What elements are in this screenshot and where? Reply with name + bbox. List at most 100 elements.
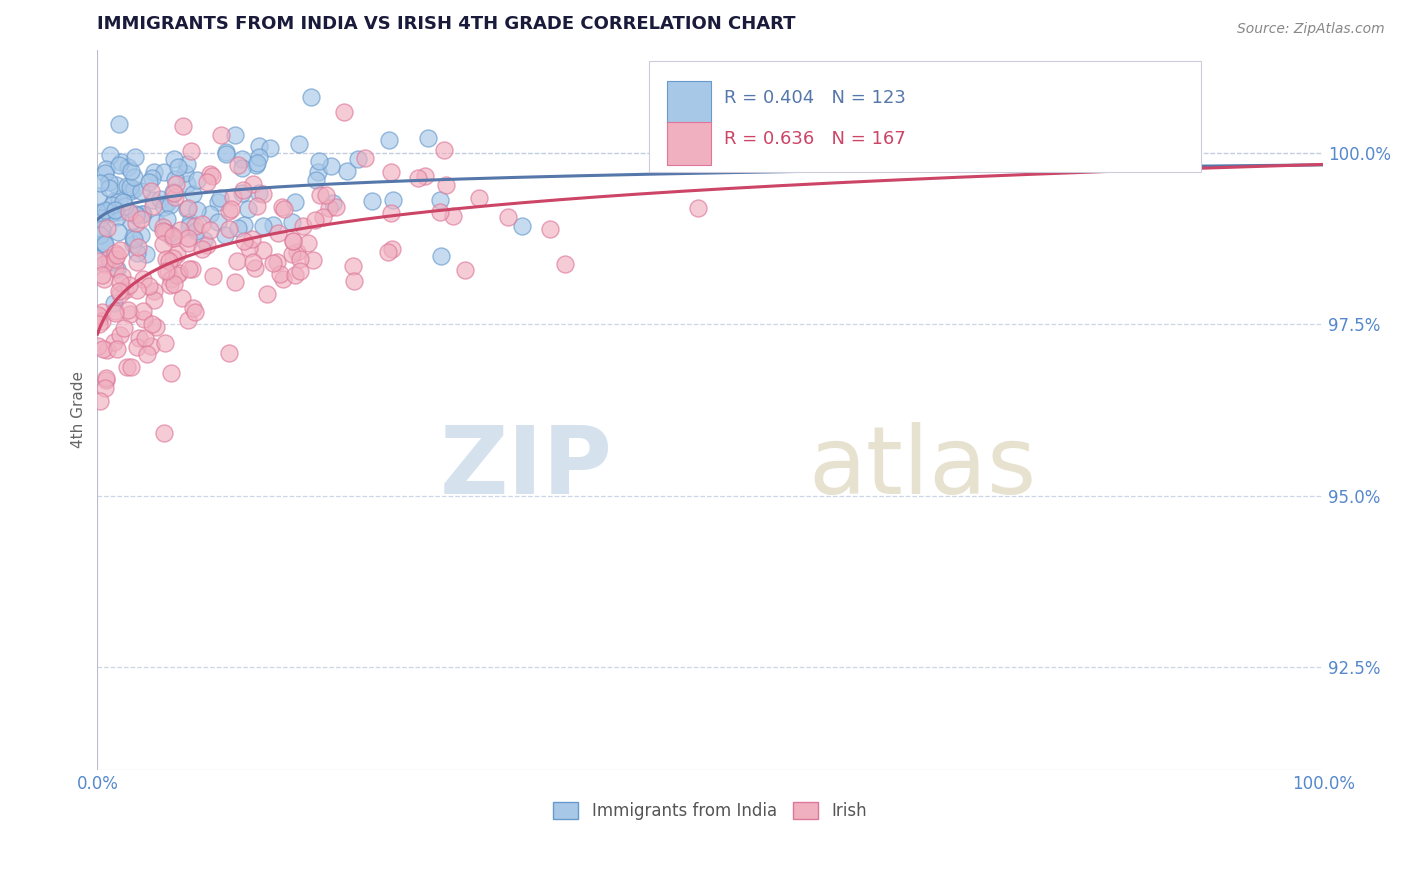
Point [184, 219, 207, 233]
Point [115, 179, 138, 194]
Point [256, 286, 278, 301]
Point [336, 164, 359, 178]
Point [273, 202, 295, 217]
Text: Source: ZipAtlas.com: Source: ZipAtlas.com [1237, 22, 1385, 37]
Point [346, 152, 368, 166]
Point [322, 195, 344, 210]
Point [163, 190, 186, 204]
Point [181, 186, 204, 201]
Point [225, 254, 247, 268]
Point [218, 203, 240, 218]
Point [141, 318, 163, 332]
Point [104, 260, 127, 275]
Point [159, 198, 181, 212]
Point [215, 145, 238, 160]
Point [271, 200, 294, 214]
Point [297, 236, 319, 251]
Point [247, 150, 270, 164]
Point [153, 165, 176, 179]
Point [101, 198, 124, 212]
Point [172, 292, 194, 306]
Point [232, 218, 254, 232]
Point [91, 251, 114, 265]
Point [149, 192, 172, 206]
Point [129, 184, 152, 198]
Point [105, 247, 128, 261]
Point [380, 205, 402, 219]
Point [166, 246, 188, 260]
Point [176, 202, 198, 217]
Point [93, 257, 115, 271]
Point [207, 195, 229, 210]
Point [242, 254, 264, 268]
Point [157, 264, 180, 278]
Point [141, 185, 163, 199]
Point [145, 320, 167, 334]
Point [135, 247, 157, 261]
Point [305, 173, 328, 187]
Point [226, 157, 249, 171]
Point [177, 262, 200, 277]
Point [299, 90, 322, 104]
Point [288, 264, 311, 278]
Point [252, 243, 274, 257]
Point [155, 263, 177, 277]
Point [152, 220, 174, 235]
Point [165, 177, 187, 191]
Point [104, 252, 127, 267]
Point [232, 183, 254, 197]
Point [247, 186, 270, 200]
Point [163, 172, 186, 186]
Point [108, 287, 131, 301]
Point [177, 219, 200, 233]
FancyBboxPatch shape [668, 122, 711, 165]
Point [167, 266, 190, 280]
Point [138, 278, 160, 293]
Point [105, 205, 128, 219]
Point [122, 230, 145, 244]
Point [266, 255, 288, 269]
Point [361, 194, 384, 208]
Point [686, 201, 709, 215]
Point [162, 186, 184, 200]
Point [195, 176, 218, 190]
Point [238, 202, 260, 216]
Point [89, 393, 111, 408]
Point [146, 216, 169, 230]
Point [153, 200, 176, 214]
Point [93, 237, 115, 252]
Point [281, 247, 304, 261]
Point [496, 210, 519, 224]
Point [209, 128, 232, 142]
Point [153, 425, 176, 440]
Text: R = 0.404   N = 123: R = 0.404 N = 123 [724, 88, 905, 107]
Point [104, 306, 127, 320]
Point [86, 339, 108, 353]
Point [416, 131, 439, 145]
Point [142, 193, 165, 207]
Point [454, 263, 477, 277]
Point [190, 217, 212, 231]
Point [159, 228, 181, 243]
Point [131, 271, 153, 285]
Point [291, 219, 314, 233]
Point [381, 242, 404, 256]
Point [441, 209, 464, 223]
Point [122, 169, 145, 184]
Point [309, 188, 332, 202]
Point [259, 141, 281, 155]
Point [193, 233, 215, 247]
Point [143, 284, 166, 298]
Point [287, 137, 309, 152]
Point [114, 199, 136, 213]
Point [163, 152, 186, 166]
Point [246, 199, 269, 213]
Point [302, 253, 325, 268]
Point [247, 139, 270, 153]
Point [271, 272, 294, 286]
Point [103, 334, 125, 349]
Point [87, 188, 110, 202]
Point [179, 214, 201, 228]
Point [288, 252, 311, 267]
Point [125, 208, 148, 222]
